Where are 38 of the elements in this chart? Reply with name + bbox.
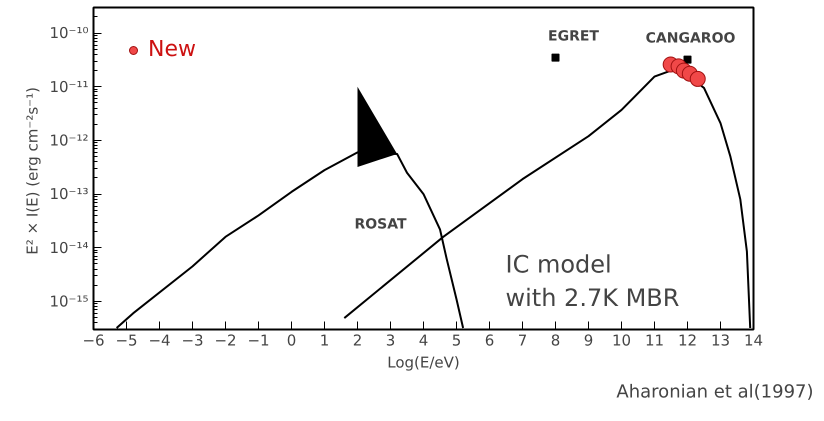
annotation: CANGAROO (646, 30, 736, 46)
x-tick-label: 14 (744, 332, 764, 350)
x-tick-label: 4 (418, 332, 428, 350)
point (552, 54, 560, 62)
annotation: EGRET (548, 28, 600, 44)
legend-label: New (148, 37, 196, 62)
y-axis-title: E² × I(E) (erg cm⁻²s⁻¹) (23, 87, 42, 255)
x-tick-label: 1 (320, 332, 330, 350)
y-tick-label: 10⁻¹² (49, 131, 88, 150)
y-tick-label: 10⁻¹⁰ (49, 24, 88, 42)
x-tick-label: −6 (82, 332, 105, 350)
y-tick-label: 10⁻¹⁵ (49, 292, 88, 310)
x-tick-label: 8 (550, 332, 560, 350)
point (690, 70, 706, 87)
x-tick-label: 12 (678, 332, 698, 350)
x-tick-label: 2 (352, 332, 362, 350)
y-tick-label: 10⁻¹¹ (49, 78, 88, 96)
x-tick-label: 11 (644, 332, 664, 350)
x-tick-label: 13 (710, 332, 730, 350)
x-tick-label: 3 (386, 332, 396, 350)
x-tick-label: 9 (584, 332, 594, 350)
text: Aharonian et al(1997) (616, 382, 814, 402)
annotation: IC model with 2.7K MBR (506, 250, 680, 312)
x-tick-label: 7 (518, 332, 528, 350)
x-tick-label: 6 (484, 332, 494, 350)
x-tick-label: −3 (181, 332, 204, 350)
x-tick-label: 10 (612, 332, 632, 350)
y-tick-label: 10⁻¹³ (49, 185, 88, 204)
x-tick-label: −5 (115, 332, 138, 350)
x-tick-label: −2 (214, 332, 237, 350)
x-tick-label: 5 (452, 332, 462, 350)
y-tick-label: 10⁻¹⁴ (49, 238, 88, 257)
annotation: ROSAT (354, 216, 407, 232)
x-axis-title: Log(E/eV) (387, 354, 460, 372)
x-tick-label: −4 (148, 332, 171, 350)
x-tick-label: 0 (286, 332, 296, 350)
x-tick-label: −1 (247, 332, 270, 350)
point (684, 56, 692, 64)
